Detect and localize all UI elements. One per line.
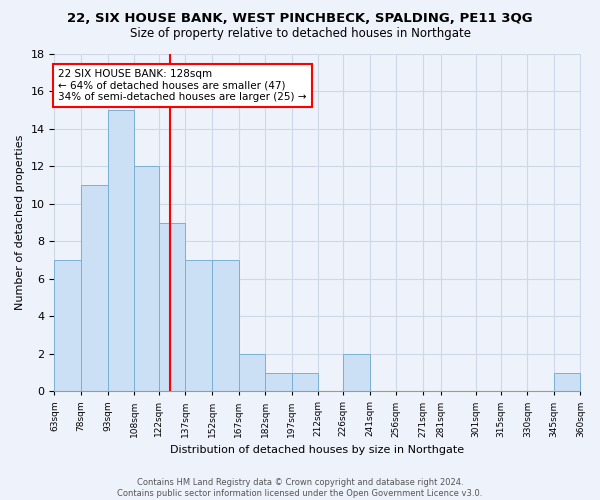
Text: Size of property relative to detached houses in Northgate: Size of property relative to detached ho… [130,28,470,40]
Text: Contains HM Land Registry data © Crown copyright and database right 2024.
Contai: Contains HM Land Registry data © Crown c… [118,478,482,498]
Bar [212,260,239,392]
Bar [265,372,292,392]
Bar [134,166,159,392]
Bar [343,354,370,392]
Bar [292,372,319,392]
Text: 22 SIX HOUSE BANK: 128sqm
← 64% of detached houses are smaller (47)
34% of semi-: 22 SIX HOUSE BANK: 128sqm ← 64% of detac… [58,69,307,102]
Bar [81,185,107,392]
Y-axis label: Number of detached properties: Number of detached properties [15,135,25,310]
Text: 22, SIX HOUSE BANK, WEST PINCHBECK, SPALDING, PE11 3QG: 22, SIX HOUSE BANK, WEST PINCHBECK, SPAL… [67,12,533,26]
X-axis label: Distribution of detached houses by size in Northgate: Distribution of detached houses by size … [170,445,464,455]
Bar [185,260,212,392]
Bar [239,354,265,392]
Bar [107,110,134,392]
Bar [159,222,185,392]
Bar [55,260,81,392]
Bar [554,372,580,392]
